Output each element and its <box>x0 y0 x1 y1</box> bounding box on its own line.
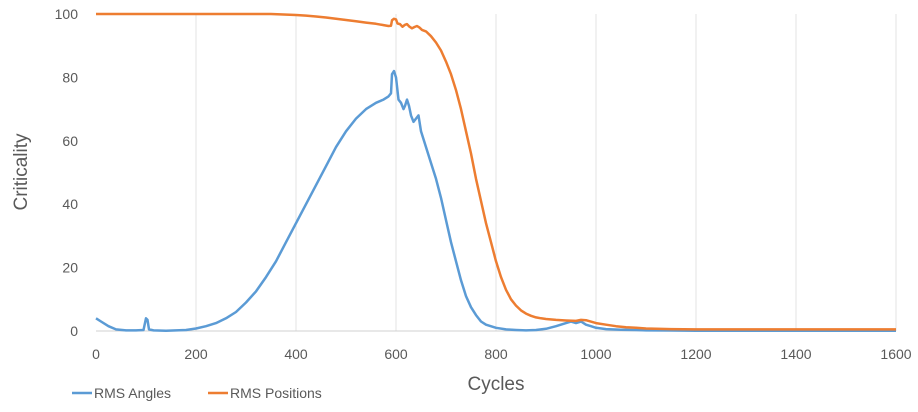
grid <box>195 14 897 331</box>
x-tick-label: 1000 <box>580 346 611 362</box>
y-tick-label: 60 <box>62 133 78 149</box>
legend-label-rms-angles: RMS Angles <box>94 385 171 401</box>
y-tick-label: 80 <box>62 69 78 85</box>
x-tick-label: 1400 <box>780 346 811 362</box>
y-tick-label: 40 <box>62 196 78 212</box>
y-tick-label: 0 <box>70 323 78 339</box>
legend: RMS Angles RMS Positions <box>72 385 322 401</box>
y-tick-labels: 0 20 40 60 80 100 <box>55 6 79 339</box>
legend-label-rms-positions: RMS Positions <box>230 385 322 401</box>
series-line-rms-positions <box>96 12 896 331</box>
x-tick-label: 600 <box>384 346 408 362</box>
x-tick-label: 0 <box>92 346 100 362</box>
x-tick-label: 400 <box>284 346 308 362</box>
y-tick-label: 20 <box>62 260 78 276</box>
x-tick-label: 1200 <box>680 346 711 362</box>
x-axis-title: Cycles <box>467 374 524 395</box>
x-tick-label: 200 <box>184 346 208 362</box>
series-lines <box>95 12 896 332</box>
x-tick-label: 1600 <box>880 346 911 362</box>
y-axis-title: Criticality <box>11 133 32 211</box>
y-tick-label: 100 <box>55 6 79 22</box>
x-tick-labels: 0 200 400 600 800 1000 1200 1400 1600 <box>92 346 912 362</box>
x-tick-label: 800 <box>484 346 508 362</box>
series-line-rms-angles <box>95 69 896 332</box>
